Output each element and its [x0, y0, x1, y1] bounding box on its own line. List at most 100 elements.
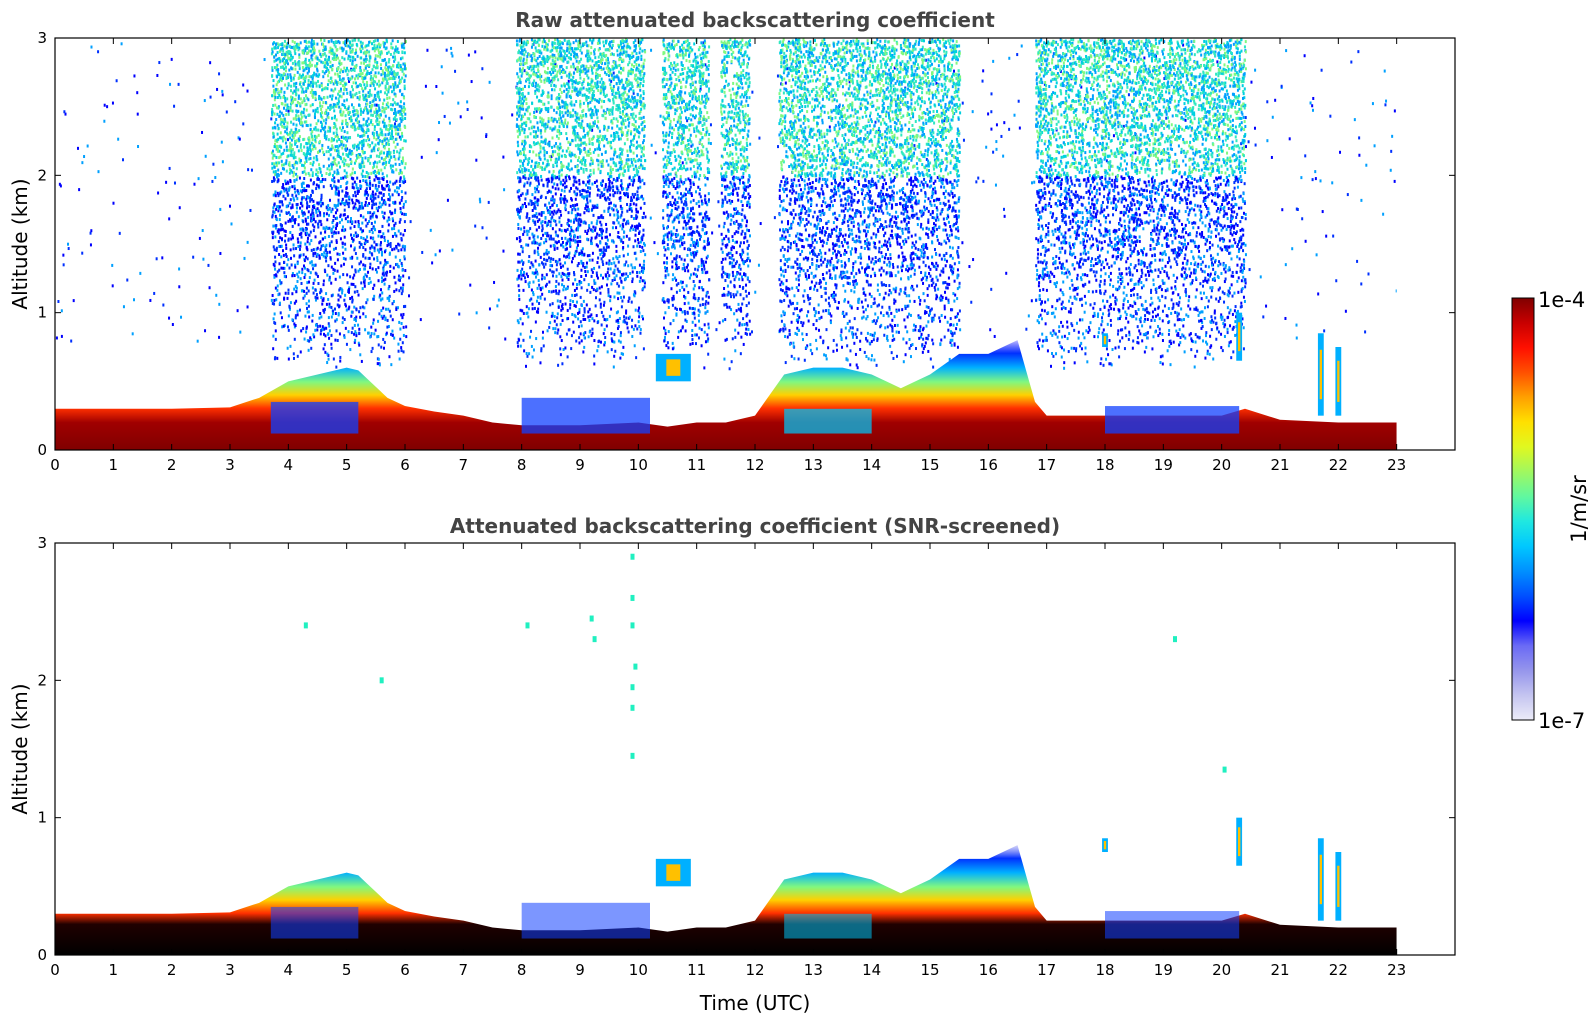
noise-speckle [387, 229, 390, 233]
noise-speckle [355, 50, 358, 54]
noise-speckle [353, 109, 356, 113]
noise-speckle [1390, 149, 1393, 153]
noise-speckle [590, 77, 593, 81]
noise-speckle [290, 54, 293, 58]
noise-speckle [347, 155, 350, 159]
noise-speckle [402, 159, 405, 163]
noise-speckle [620, 80, 623, 84]
noise-speckle [320, 107, 323, 111]
noise-speckle [596, 147, 599, 151]
noise-speckle [389, 195, 392, 199]
noise-speckle [319, 129, 322, 133]
noise-speckle [392, 219, 395, 223]
noise-speckle [173, 104, 176, 108]
noise-speckle [375, 206, 378, 210]
noise-speckle [525, 102, 528, 106]
noise-speckle [286, 263, 289, 267]
noise-speckle [385, 124, 388, 128]
noise-speckle [242, 122, 245, 126]
noise-speckle [305, 51, 308, 55]
noise-speckle [312, 252, 315, 256]
noise-speckle [334, 226, 337, 230]
noise-speckle [419, 318, 422, 322]
noise-speckle [871, 320, 874, 324]
noise-speckle [352, 106, 355, 110]
noise-speckle [328, 242, 331, 246]
noise-speckle [381, 316, 384, 320]
noise-speckle [311, 95, 314, 99]
noise-speckle [72, 299, 75, 303]
noise-speckle [299, 201, 302, 205]
noise-speckle [600, 138, 603, 142]
noise-speckle [535, 337, 538, 341]
noise-speckle [272, 42, 275, 46]
noise-speckle [945, 251, 948, 255]
noise-speckle [302, 181, 305, 185]
noise-speckle [297, 76, 300, 80]
noise-speckle [290, 169, 293, 173]
noise-speckle [351, 171, 354, 175]
noise-speckle [568, 94, 571, 98]
noise-speckle [317, 222, 320, 226]
noise-speckle [309, 178, 312, 182]
noise-speckle [538, 142, 541, 146]
noise-speckle [310, 38, 313, 42]
noise-speckle [448, 121, 451, 125]
noise-speckle [1356, 259, 1359, 263]
noise-speckle [380, 235, 383, 239]
noise-speckle [375, 175, 378, 179]
noise-speckle [585, 143, 588, 147]
noise-speckle [534, 174, 537, 178]
noise-speckle [389, 103, 392, 107]
noise-speckle [995, 140, 998, 144]
noise-speckle [322, 279, 325, 283]
noise-speckle [400, 112, 403, 116]
noise-speckle [555, 274, 558, 278]
noise-speckle [277, 137, 280, 141]
noise-speckle [604, 183, 607, 187]
noise-speckle [395, 50, 398, 54]
noise-speckle [366, 109, 369, 113]
noise-speckle [297, 190, 300, 194]
noise-speckle [395, 263, 398, 267]
noise-speckle [221, 93, 224, 97]
noise-speckle [331, 162, 334, 166]
noise-speckle [336, 102, 339, 106]
noise-speckle [1165, 116, 1168, 120]
noise-speckle [503, 188, 506, 192]
noise-speckle [289, 95, 292, 99]
noise-speckle [321, 302, 324, 306]
noise-speckle [392, 64, 395, 68]
noise-speckle [273, 162, 276, 166]
noise-speckle [1360, 282, 1363, 286]
noise-speckle [368, 250, 371, 254]
noise-speckle [293, 301, 296, 305]
noise-speckle [301, 87, 304, 91]
noise-speckle [371, 47, 374, 51]
noise-speckle [382, 273, 385, 277]
noise-speckle [312, 41, 315, 45]
noise-speckle [347, 105, 350, 109]
noise-speckle [298, 247, 301, 251]
noise-speckle [366, 84, 369, 88]
noise-speckle [304, 103, 307, 107]
noise-speckle [320, 329, 323, 333]
noise-speckle [273, 274, 276, 278]
noise-speckle [590, 84, 593, 88]
noise-speckle [626, 106, 629, 110]
noise-speckle [367, 256, 370, 260]
noise-speckle [642, 347, 645, 351]
noise-speckle [389, 180, 392, 184]
noise-speckle [334, 162, 337, 166]
noise-speckle [344, 326, 347, 330]
noise-speckle [395, 168, 398, 172]
noise-speckle [618, 317, 621, 321]
noise-speckle [886, 334, 889, 338]
noise-speckle [397, 265, 400, 269]
noise-speckle [322, 101, 325, 105]
noise-speckle [379, 131, 382, 135]
noise-speckle [271, 149, 274, 153]
noise-speckle [353, 248, 356, 252]
noise-speckle [178, 267, 181, 271]
noise-speckle [325, 225, 328, 229]
